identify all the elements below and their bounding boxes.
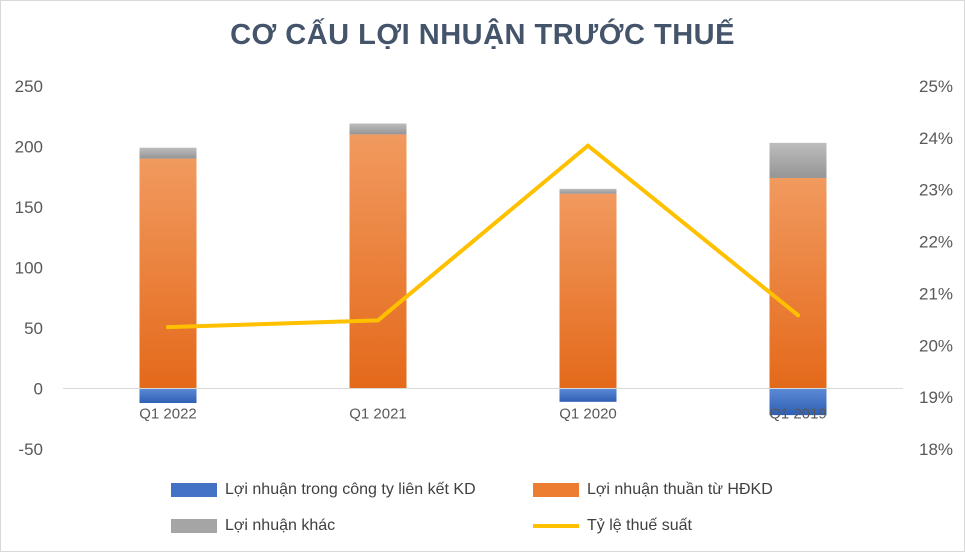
bar-3 <box>559 188 617 194</box>
y2-tick-label: 21% <box>919 284 953 303</box>
bar-3 <box>139 147 197 159</box>
y-tick-label: 100 <box>15 259 43 278</box>
y2-tick-label: 18% <box>919 440 953 459</box>
y2-tick-label: 24% <box>919 129 953 148</box>
chart-title: CƠ CẤU LỢI NHUẬN TRƯỚC THUẾ <box>230 19 735 51</box>
legend-swatch <box>533 524 579 528</box>
legend-swatch <box>171 519 217 533</box>
legend: Lợi nhuận trong công ty liên kết KD Lợi n… <box>171 479 791 537</box>
tax-rate-point <box>166 325 170 330</box>
y2-tick-label: 25% <box>919 77 953 96</box>
y2-tick-label: 19% <box>919 388 953 407</box>
bar-1 <box>559 388 617 402</box>
legend-label: Lợi nhuận thuần từ HĐKD <box>587 481 773 498</box>
x-tick-label: Q1 2021 <box>349 406 407 423</box>
y-tick-label: 50 <box>24 319 43 338</box>
y-tick-label: -50 <box>18 440 43 459</box>
bar-1 <box>139 388 197 404</box>
legend-item: Lợi nhuận thuần từ HĐKD <box>533 479 791 501</box>
y2-tick-label: 20% <box>919 336 953 355</box>
legend-swatch <box>533 483 579 497</box>
legend-label: Lợi nhuận trong công ty liên kết KD <box>225 481 476 498</box>
bar-2 <box>139 158 197 389</box>
tax-rate-point <box>376 318 380 323</box>
tax-rate-point <box>796 313 800 318</box>
bar-2 <box>769 177 827 389</box>
legend-item: Tỷ lệ thuế suất <box>533 515 791 537</box>
x-tick-label: Q1 2020 <box>559 406 617 423</box>
x-tick-label: Q1 2022 <box>139 406 197 423</box>
legend-swatch <box>171 483 217 497</box>
bar-2 <box>349 134 407 389</box>
bar-1 <box>769 388 827 416</box>
y-tick-label: 150 <box>15 198 43 217</box>
x-tick-label: Q1 2019 <box>769 406 827 423</box>
bar-3 <box>349 123 407 135</box>
tax-rate-line <box>166 143 800 330</box>
y2-tick-label: 23% <box>919 181 953 200</box>
legend-item: Lợi nhuận khác <box>171 515 533 537</box>
legend-item: Lợi nhuận trong công ty liên kết KD <box>171 479 533 501</box>
tax-rate-point <box>586 143 590 148</box>
y-tick-label: 250 <box>15 77 43 96</box>
legend-label: Tỷ lệ thuế suất <box>587 517 692 534</box>
y-tick-label: 200 <box>15 138 43 157</box>
bar-2 <box>559 193 617 389</box>
y-tick-label: 0 <box>34 380 43 399</box>
legend-label: Lợi nhuận khác <box>225 517 336 534</box>
bar-3 <box>769 142 827 178</box>
y2-tick-label: 22% <box>919 233 953 252</box>
